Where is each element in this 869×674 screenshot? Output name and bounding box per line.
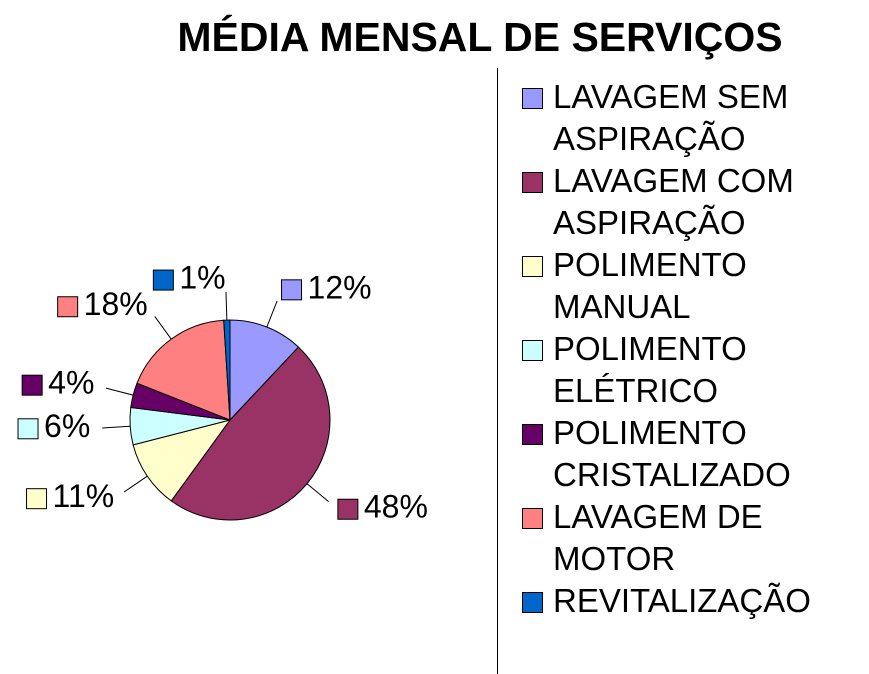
data-label: 4%: [48, 365, 94, 401]
leader-line: [306, 483, 329, 502]
label-swatch: [337, 498, 359, 520]
label-swatch: [21, 374, 43, 396]
leader-line: [225, 292, 228, 321]
legend-label: POLIMENTO CRISTALIZADO: [553, 414, 791, 493]
legend-item: REVITALIZAÇÃO: [522, 580, 869, 622]
data-label: 18%: [84, 286, 148, 322]
label-swatch: [152, 269, 174, 291]
data-label: 11%: [53, 478, 115, 514]
data-label: 1%: [179, 260, 225, 296]
label-swatch: [57, 296, 79, 318]
legend-item: LAVAGEM SEM ASPIRAÇÃO: [522, 76, 869, 160]
legend-label: POLIMENTO ELÉTRICO: [553, 330, 747, 409]
legend-item: POLIMENTO ELÉTRICO: [522, 328, 869, 412]
legend-item: LAVAGEM DE MOTOR: [522, 496, 869, 580]
label-swatch: [26, 488, 48, 510]
legend-swatch: [522, 508, 543, 529]
legend-swatch: [522, 340, 543, 361]
leader-line: [102, 425, 131, 429]
legend-swatch: [522, 592, 543, 613]
chart: 12% 48% 11% 6% 4% 18% 1%: [17, 260, 428, 525]
data-label: 6%: [44, 408, 90, 444]
label-swatch: [17, 418, 39, 440]
legend-label: REVITALIZAÇÃO: [553, 582, 811, 619]
legend-label: LAVAGEM COM ASPIRAÇÃO: [553, 162, 794, 241]
legend-swatch: [522, 172, 543, 193]
legend-label: LAVAGEM SEM ASPIRAÇÃO: [553, 78, 789, 157]
chart-title: MÉDIA MENSAL DE SERVIÇOS: [177, 14, 783, 60]
legend: LAVAGEM SEM ASPIRAÇÃO LAVAGEM COM ASPIRAÇ…: [497, 68, 869, 674]
legend-label: LAVAGEM DE MOTOR: [553, 498, 763, 577]
label-swatch: [281, 279, 303, 301]
legend-item: POLIMENTO CRISTALIZADO: [522, 412, 869, 496]
data-label: 48%: [364, 489, 428, 525]
legend-swatch: [522, 256, 543, 277]
legend-item: LAVAGEM COM ASPIRAÇÃO: [522, 160, 869, 244]
leader-line: [154, 316, 172, 340]
leader-line: [266, 300, 278, 328]
legend-swatch: [522, 88, 543, 109]
leader-line: [105, 387, 134, 396]
legend-label: POLIMENTO MANUAL: [553, 246, 747, 325]
legend-item: POLIMENTO MANUAL: [522, 244, 869, 328]
pie-slice: [132, 419, 232, 502]
leader-line: [123, 475, 148, 493]
pie-slice: [170, 346, 331, 521]
legend-swatch: [522, 424, 543, 445]
data-label: 12%: [308, 269, 372, 305]
